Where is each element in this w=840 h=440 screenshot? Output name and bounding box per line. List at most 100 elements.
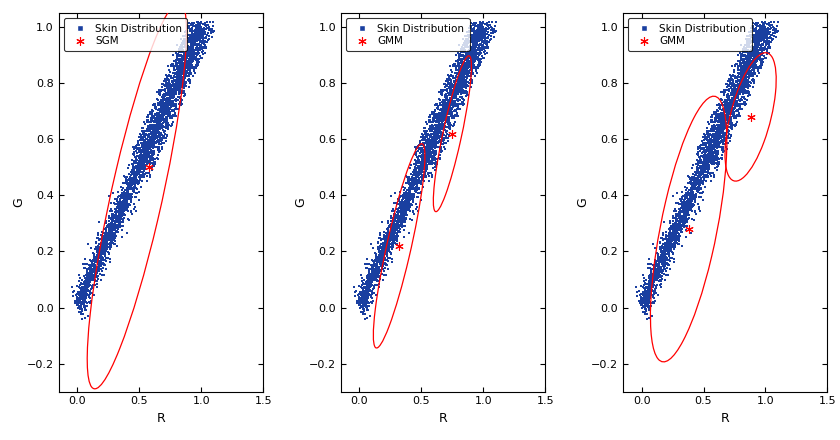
Point — [357, 298, 370, 305]
Point — [146, 140, 160, 147]
Point — [643, 298, 657, 305]
Point — [469, 21, 482, 28]
Point — [95, 244, 108, 251]
Point — [692, 186, 706, 193]
Point — [181, 23, 195, 30]
Point — [187, 37, 201, 44]
Point — [639, 299, 653, 306]
Point — [125, 176, 139, 183]
Point — [384, 235, 397, 242]
Point — [151, 125, 165, 132]
Point — [113, 208, 127, 215]
Point — [416, 153, 429, 160]
Point — [171, 60, 184, 67]
Point — [655, 268, 669, 275]
Point — [79, 291, 92, 298]
Point — [194, 39, 207, 46]
Point — [160, 104, 173, 111]
Point — [649, 263, 663, 270]
Point — [738, 78, 751, 85]
Point — [637, 292, 650, 299]
Point — [438, 120, 452, 127]
Point — [372, 254, 386, 261]
Point — [702, 147, 716, 154]
Point — [152, 128, 165, 135]
Point — [124, 194, 138, 201]
Point — [73, 285, 87, 292]
Point — [472, 32, 486, 39]
Point — [453, 42, 466, 49]
Point — [147, 147, 160, 154]
Point — [723, 97, 737, 104]
Point — [400, 198, 413, 205]
Point — [423, 136, 437, 143]
Point — [83, 281, 97, 288]
Point — [111, 218, 124, 225]
Point — [719, 106, 732, 113]
Point — [752, 64, 765, 71]
Point — [181, 35, 195, 42]
Point — [700, 174, 713, 181]
Point — [186, 34, 200, 41]
Point — [697, 165, 711, 172]
Point — [155, 86, 168, 93]
Point — [167, 66, 181, 73]
Point — [108, 221, 121, 228]
Point — [129, 178, 143, 185]
Point — [696, 159, 710, 166]
Point — [738, 74, 751, 81]
Point — [81, 286, 95, 293]
Point — [658, 246, 671, 253]
Point — [387, 238, 401, 245]
Point — [361, 283, 375, 290]
Point — [731, 95, 744, 102]
Point — [414, 160, 428, 167]
Point — [128, 200, 141, 207]
Point — [722, 87, 735, 94]
Point — [432, 128, 445, 135]
Point — [453, 75, 466, 82]
Point — [420, 132, 433, 139]
Point — [654, 263, 667, 270]
Point — [136, 136, 150, 143]
Point — [757, 45, 770, 52]
Point — [134, 164, 147, 171]
Point — [721, 113, 734, 120]
Point — [92, 261, 106, 268]
Point — [410, 158, 423, 165]
Point — [150, 123, 164, 130]
Point — [433, 119, 446, 126]
Point — [662, 245, 675, 252]
Point — [431, 103, 444, 110]
Point — [465, 44, 479, 51]
Point — [713, 115, 727, 122]
Point — [753, 50, 767, 57]
Point — [722, 104, 736, 111]
Point — [145, 125, 159, 132]
Point — [639, 294, 653, 301]
Point — [98, 243, 112, 250]
Point — [648, 275, 662, 282]
Point — [714, 96, 727, 103]
Point — [407, 175, 420, 182]
Point — [702, 155, 716, 162]
Point — [420, 160, 433, 167]
Point — [113, 206, 126, 213]
Point — [85, 260, 98, 267]
Point — [121, 184, 134, 191]
Point — [717, 110, 730, 117]
Point — [631, 289, 644, 296]
Point — [673, 218, 686, 225]
Point — [696, 170, 709, 177]
Point — [751, 35, 764, 42]
Point — [81, 277, 94, 284]
Point — [761, 25, 774, 32]
Point — [750, 29, 764, 36]
Point — [696, 145, 709, 152]
Point — [167, 89, 181, 96]
Point — [138, 153, 151, 160]
Point — [706, 125, 720, 132]
Point — [144, 139, 158, 146]
Point — [171, 84, 184, 91]
Point — [121, 208, 134, 215]
